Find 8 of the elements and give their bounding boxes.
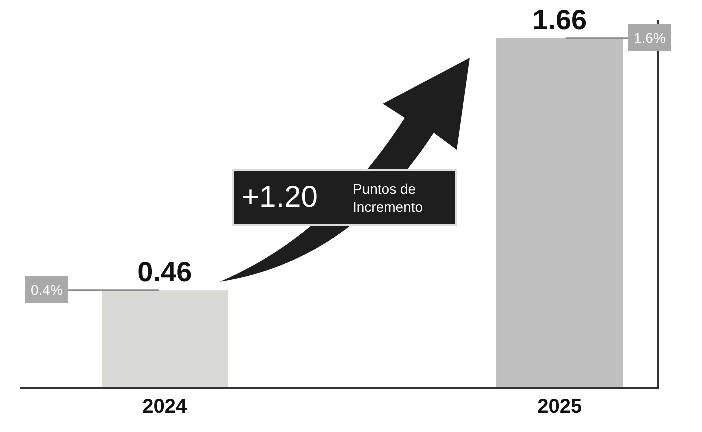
annotation: 0.4% (31, 282, 63, 298)
data-label: 0.46 (138, 256, 192, 288)
annotation: Puntos de Incremento (353, 181, 424, 216)
x-tick-label: 2024 (142, 396, 188, 418)
x-tick-label: 2025 (538, 396, 582, 418)
annotation: 1.6% (634, 30, 666, 46)
data-label: 1.66 (532, 4, 588, 36)
annotation: +1.20 (242, 181, 318, 214)
